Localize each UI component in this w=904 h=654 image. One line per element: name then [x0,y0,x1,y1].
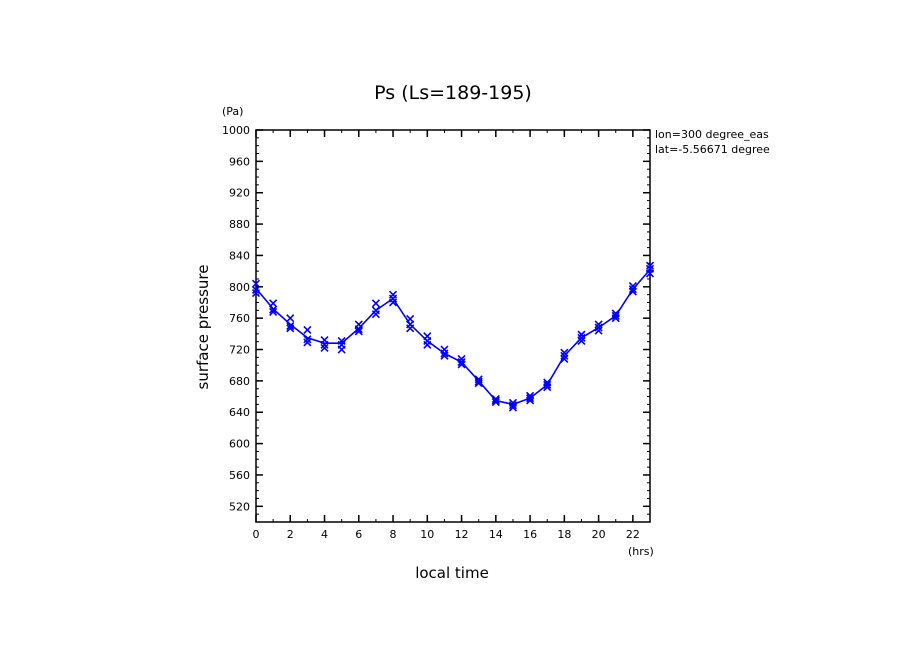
plot-frame [255,129,651,523]
x-tick-label: 0 [253,528,260,541]
data-point-marker [440,349,449,358]
data-point-marker [560,351,569,360]
y-tick-label: 840 [229,249,250,262]
data-point-marker [406,324,415,333]
y-tick-label: 760 [229,312,250,325]
data-point-marker [354,325,363,334]
y-tick-label: 680 [229,375,250,388]
y-tick-label: 1000 [222,124,250,137]
data-point-marker [543,383,552,392]
data-point-marker [577,333,586,342]
x-tick-label: 14 [489,528,503,541]
x-axis-title: local time [415,564,489,582]
data-point-marker [354,327,363,336]
data-point-marker [269,305,278,314]
data-point-marker [491,397,500,407]
series-layer [251,261,655,412]
data-point-marker [577,330,586,339]
series-line [255,269,651,406]
data-point-marker [594,326,603,335]
annotation-lon: lon=300 degree_eas [655,128,769,141]
data-point-marker [303,325,312,334]
annotation-lat: lat=-5.56671 degree [655,143,770,156]
data-point-marker [628,287,637,296]
data-point-marker [286,321,295,331]
data-point-marker [337,345,346,354]
x-tick-label: 12 [455,528,469,541]
data-point-marker [474,379,483,388]
data-point-marker [423,340,432,349]
data-point-marker [491,396,500,405]
data-point-marker [457,357,466,367]
data-point-marker [320,340,329,349]
y-tick-label: 880 [229,218,250,231]
x-tick-label: 6 [355,528,362,541]
data-point-marker [577,336,586,345]
y-tick-label: 520 [229,500,250,513]
data-point-marker [286,314,295,323]
data-point-marker [371,299,380,308]
data-point-marker [543,380,552,389]
x-tick-label: 4 [321,528,328,541]
y-axis-title: surface pressure [194,265,212,390]
data-point-marker [457,360,466,369]
data-point-marker [303,338,312,347]
y-tick-label: 720 [229,344,250,357]
data-point-marker [645,269,655,278]
axes: 5205606006406807207608008408809209601000… [222,124,651,541]
y-tick-label: 920 [229,187,250,200]
data-point-marker [526,396,535,405]
x-tick-label: 20 [592,528,606,541]
x-tick-label: 18 [557,528,571,541]
data-point-marker [508,401,518,410]
data-point-marker [645,261,655,270]
x-tick-label: 10 [420,528,434,541]
y-tick-label: 560 [229,469,250,482]
chart-title: Ps (Ls=189-195) [374,82,532,104]
y-tick-label: 800 [229,281,250,294]
y-tick-label: 640 [229,406,250,419]
data-point-marker [611,311,620,320]
data-point-marker [474,377,483,386]
x-unit-label: (hrs) [628,545,654,558]
data-point-marker [560,354,569,363]
x-tick-label: 22 [626,528,640,541]
data-point-marker [251,289,261,298]
data-point-marker [251,279,261,288]
data-point-marker [251,285,261,295]
data-point-marker [594,323,603,332]
x-tick-label: 2 [287,528,294,541]
y-tick-label: 600 [229,438,250,451]
y-tick-label: 960 [229,155,250,168]
x-tick-label: 16 [523,528,537,541]
data-point-marker [594,320,603,329]
data-point-marker [269,299,278,308]
data-point-marker [303,335,312,344]
data-point-marker [269,307,278,316]
data-point-marker [491,394,500,403]
data-point-marker [320,343,329,353]
x-tick-label: 8 [390,528,397,541]
data-point-marker [508,403,518,412]
data-point-marker [560,348,569,357]
data-point-marker [526,394,535,403]
data-point-marker [440,351,449,360]
data-point-marker [611,314,620,323]
y-unit-label: (Pa) [222,105,243,118]
data-point-marker [388,298,398,307]
data-point-marker [628,285,637,294]
data-point-marker [371,310,380,319]
data-point-marker [286,324,295,333]
